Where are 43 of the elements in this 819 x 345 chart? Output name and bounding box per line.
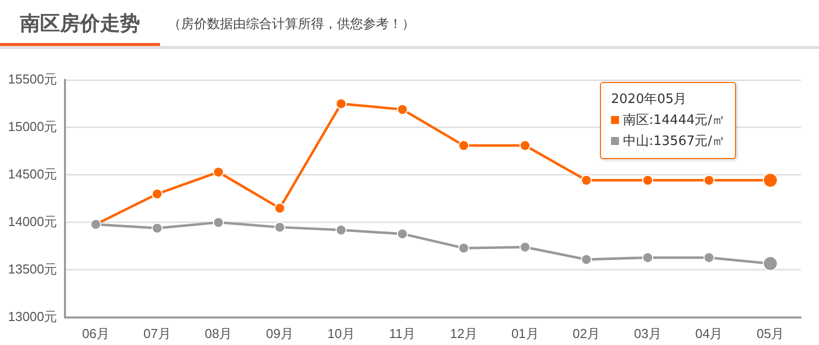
chart-title: 南区房价走势	[20, 10, 140, 37]
x-tick-label: 01月	[511, 326, 539, 341]
x-tick-label: 02月	[572, 326, 600, 341]
y-tick-label: 14000元	[8, 214, 58, 230]
point	[396, 228, 408, 240]
x-tick-label: 07月	[143, 326, 171, 341]
legend-label: 中山	[623, 134, 649, 149]
point	[274, 202, 286, 214]
point	[520, 242, 531, 253]
point	[580, 174, 592, 186]
point	[274, 222, 286, 233]
y-tick-label: 15000元	[8, 119, 58, 134]
point	[704, 252, 715, 264]
x-tick-label: 11月	[389, 326, 416, 341]
y-tick-label: 13000元	[8, 308, 58, 324]
point	[152, 222, 163, 234]
point	[520, 140, 531, 152]
point	[704, 174, 715, 186]
y-tick-label: 13500元	[8, 262, 58, 276]
point	[458, 140, 470, 152]
point	[580, 254, 592, 265]
annotation: 2020年05月	[611, 91, 688, 109]
x-tick-label: 06月	[82, 326, 110, 341]
y-tick-label: 14500元	[8, 166, 58, 182]
x-tick-label: 09月	[266, 326, 294, 341]
x-tick-label: 10月	[327, 326, 355, 341]
x-tick-label: 05月	[756, 326, 784, 341]
point	[336, 224, 347, 236]
x-tick-label: 12月	[450, 326, 478, 341]
x-tick-label: 03月	[634, 326, 662, 341]
point	[212, 166, 224, 178]
point	[212, 216, 224, 228]
legend-label: 南区	[623, 113, 649, 128]
x-tick-label: 08月	[204, 326, 232, 341]
y-tick-label: 15500元	[8, 72, 58, 87]
point	[642, 174, 654, 186]
point	[152, 188, 163, 200]
point	[458, 242, 470, 254]
point	[336, 98, 347, 110]
x-tick-label: 04月	[695, 326, 723, 341]
point	[396, 104, 408, 115]
chart-subtitle: （房价数据由综合计算所得，供您参考！）	[168, 16, 415, 33]
point	[642, 252, 654, 264]
